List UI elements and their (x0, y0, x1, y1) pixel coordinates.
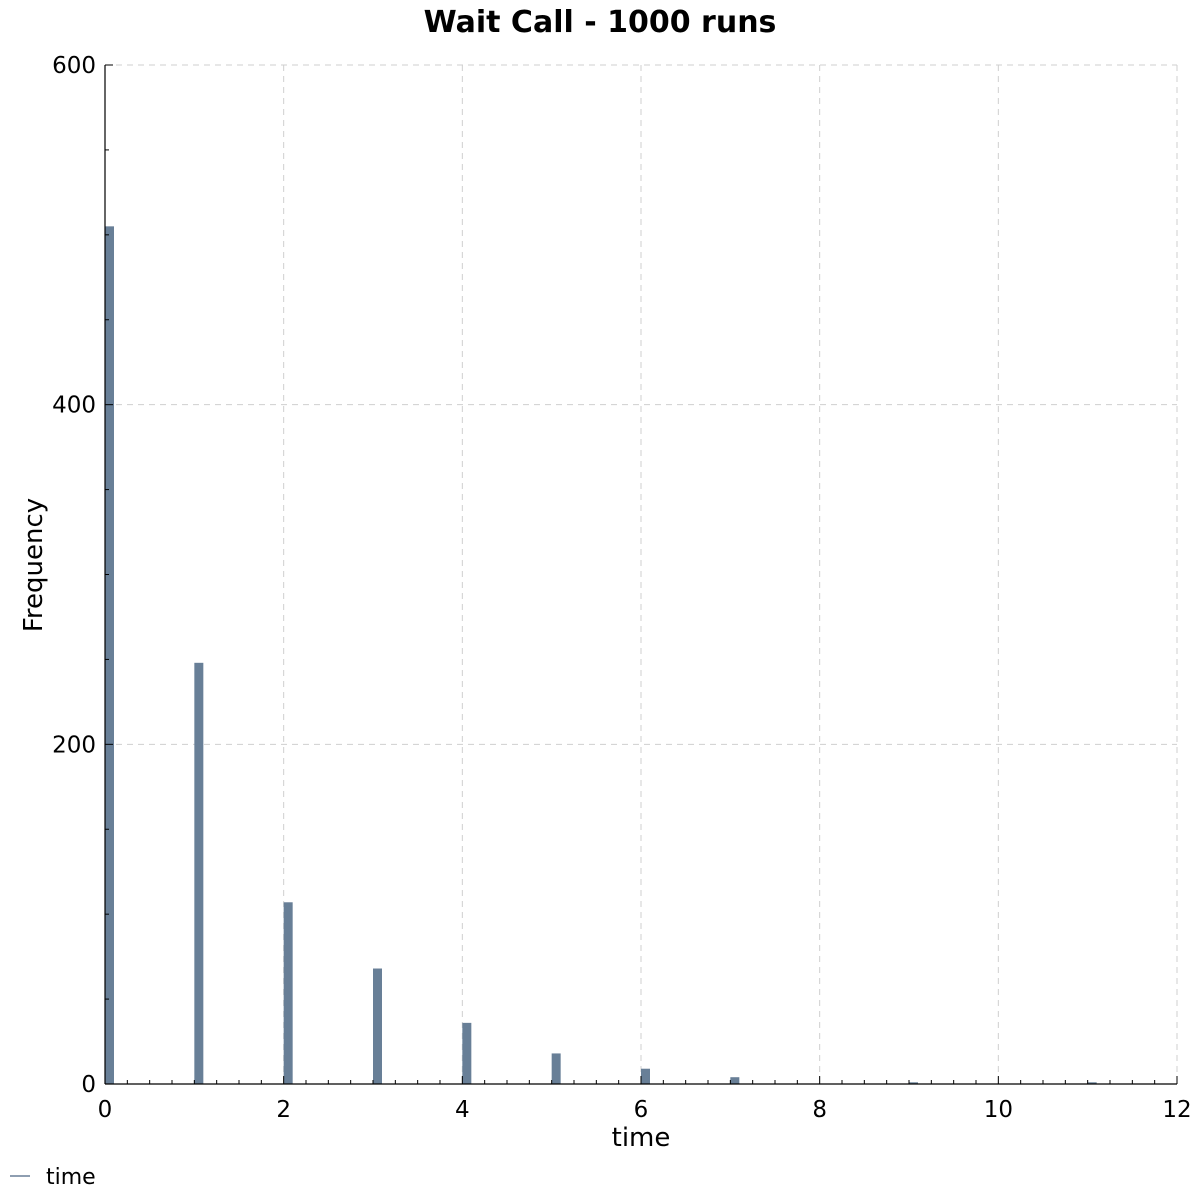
tick-labels: 0 2 4 6 8 10 12 0 200 400 600 (52, 53, 1192, 1123)
grid-lines (104, 64, 1178, 1085)
chart-title: Wait Call - 1000 runs (424, 5, 777, 40)
x-tick-label: 0 (98, 1097, 113, 1123)
x-axis-label: time (612, 1123, 671, 1153)
x-tick-label: 4 (455, 1097, 470, 1123)
histogram-bar (641, 1068, 650, 1084)
histogram-bar (1087, 1082, 1097, 1084)
histogram-bar (194, 662, 204, 1084)
histogram-bar (730, 1077, 740, 1084)
histogram-bar (551, 1053, 561, 1084)
x-tick-label: 8 (812, 1097, 827, 1123)
histogram-bar (462, 1022, 472, 1084)
bars (105, 226, 1097, 1084)
x-tick-label: 2 (276, 1097, 291, 1123)
axes (104, 64, 1178, 1085)
x-tick-label: 6 (634, 1097, 649, 1123)
y-tick-label: 600 (52, 53, 96, 79)
x-tick-label: 10 (984, 1097, 1013, 1123)
y-axis-label: Frequency (19, 498, 49, 632)
legend: time (10, 1165, 96, 1190)
histogram-bar (283, 902, 293, 1084)
histogram-bar (373, 968, 382, 1084)
y-tick-label: 0 (81, 1072, 96, 1098)
legend-entry-time: time (46, 1165, 96, 1190)
y-tick-label: 400 (52, 393, 96, 419)
x-tick-label: 12 (1162, 1097, 1191, 1123)
histogram-bar (909, 1082, 918, 1084)
y-tick-label: 200 (52, 732, 96, 758)
histogram-bar (105, 226, 114, 1084)
